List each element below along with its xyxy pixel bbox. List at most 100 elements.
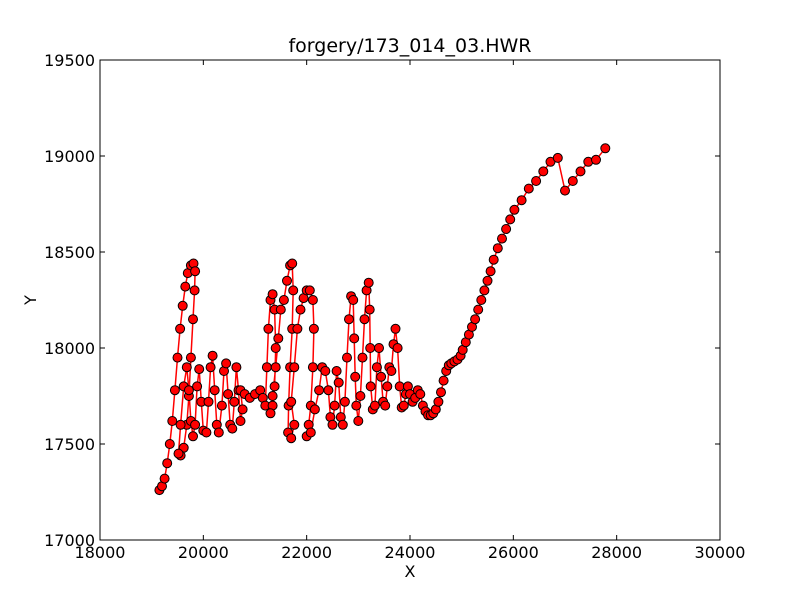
data-point xyxy=(353,416,364,426)
data-point xyxy=(359,314,370,325)
x-axis-label: X xyxy=(405,562,416,581)
x-tick-label: 22000 xyxy=(281,543,332,562)
chart-title: forgery/173_014_03.HWR xyxy=(288,35,531,57)
x-axis-ticks: 18000 20000 22000 24000 26000 28000 30000 xyxy=(75,60,746,562)
data-point xyxy=(305,427,316,438)
x-tick-label: 30000 xyxy=(695,543,746,562)
x-tick-label: 26000 xyxy=(488,543,539,562)
data-point xyxy=(172,352,183,363)
data-point xyxy=(497,233,507,244)
data-point xyxy=(329,400,340,411)
data-point xyxy=(505,214,516,225)
data-point xyxy=(369,400,380,411)
data-point xyxy=(229,396,240,407)
data-point xyxy=(371,362,382,373)
data-point xyxy=(363,277,374,288)
data-point xyxy=(436,387,446,398)
data-point xyxy=(286,396,297,407)
data-point xyxy=(492,243,503,254)
data-point xyxy=(180,281,191,292)
x-tick-label: 28000 xyxy=(591,543,642,562)
data-point xyxy=(190,419,201,430)
data-point xyxy=(289,362,300,373)
data-point xyxy=(308,323,319,334)
data-point xyxy=(337,419,348,430)
y-tick-label: 17500 xyxy=(44,435,95,454)
data-point xyxy=(177,300,188,311)
data-point xyxy=(473,304,484,315)
data-point xyxy=(488,254,499,265)
y-axis-ticks: 17000 17500 18000 18500 19000 19500 xyxy=(44,51,720,550)
data-point xyxy=(476,295,487,305)
data-point xyxy=(207,350,218,361)
data-point xyxy=(314,385,325,396)
data-point xyxy=(392,343,403,353)
data-point xyxy=(552,152,563,163)
data-point xyxy=(235,416,246,426)
data-point xyxy=(538,166,549,177)
data-point xyxy=(501,224,512,234)
data-point xyxy=(292,323,303,334)
data-point xyxy=(380,400,391,411)
data-point xyxy=(355,391,366,401)
data-point xyxy=(374,343,384,353)
data-point xyxy=(390,323,401,334)
data-point xyxy=(288,285,299,296)
data-point xyxy=(286,433,297,444)
data-point xyxy=(365,343,376,353)
data-point xyxy=(192,381,203,392)
data-point xyxy=(194,364,205,375)
data-point xyxy=(227,423,238,434)
data-point xyxy=(188,431,198,442)
data-point xyxy=(320,366,331,376)
data-point xyxy=(327,419,338,430)
data-point xyxy=(398,400,409,411)
data-point xyxy=(357,352,368,363)
data-point xyxy=(560,185,570,196)
data-point xyxy=(415,389,426,400)
data-point xyxy=(263,323,274,334)
data-point xyxy=(479,285,490,296)
y-tick-label: 18000 xyxy=(44,339,95,358)
data-point xyxy=(175,419,186,430)
data-point xyxy=(213,427,224,438)
data-point xyxy=(438,375,449,386)
data-point xyxy=(267,289,278,300)
data-point xyxy=(309,404,320,415)
data-point xyxy=(175,323,186,334)
data-point xyxy=(159,473,170,484)
data-point xyxy=(376,371,387,382)
data-point xyxy=(216,400,227,411)
data-point xyxy=(307,295,318,305)
data-point xyxy=(289,419,300,430)
data-point xyxy=(485,266,496,277)
data-point xyxy=(470,314,481,325)
data-point xyxy=(333,377,344,388)
data-point xyxy=(231,362,242,373)
y-tick-label: 19500 xyxy=(44,51,95,70)
data-point xyxy=(523,183,534,194)
data-point xyxy=(261,362,272,373)
x-tick-label: 24000 xyxy=(385,543,436,562)
data-point xyxy=(433,396,444,407)
y-tick-label: 19000 xyxy=(44,147,95,166)
data-point xyxy=(295,304,306,315)
data-point xyxy=(567,176,578,186)
data-point xyxy=(516,195,527,206)
data-point xyxy=(203,396,214,407)
data-point xyxy=(169,385,180,396)
data-point xyxy=(382,381,393,392)
data-point xyxy=(162,458,173,469)
data-point xyxy=(278,295,289,305)
data-point xyxy=(185,352,196,363)
data-point xyxy=(237,404,248,415)
data-point xyxy=(267,391,278,401)
data-point xyxy=(365,381,376,392)
data-point xyxy=(269,381,280,392)
data-point xyxy=(265,408,276,419)
x-tick-label: 18000 xyxy=(75,543,126,562)
data-point xyxy=(344,314,354,325)
data-point xyxy=(600,143,611,154)
plot-frame xyxy=(99,59,721,541)
data-point xyxy=(287,258,298,269)
